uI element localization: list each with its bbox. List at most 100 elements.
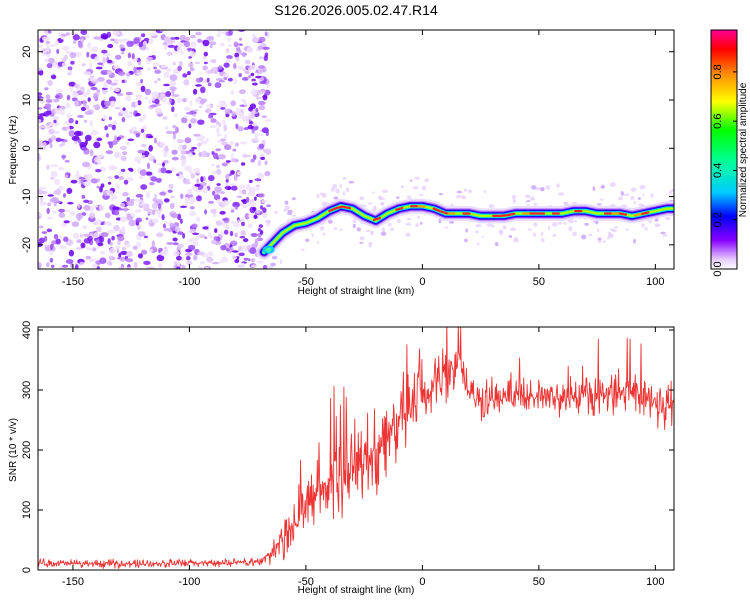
ridge-speckle [414, 176, 420, 180]
colorbar-tick-label: 0.6 [712, 114, 724, 129]
noise-speckle [123, 179, 129, 185]
ridge-speckle [409, 179, 413, 182]
noise-speckle [258, 143, 265, 149]
noise-speckle [64, 160, 70, 163]
ridge-speckle [270, 262, 276, 267]
noise-speckle [264, 160, 268, 166]
noise-speckle [118, 266, 124, 269]
noise-speckle [55, 89, 63, 93]
noise-speckle [246, 184, 251, 187]
ridge-speckle [609, 182, 616, 188]
noise-speckle [81, 63, 86, 67]
noise-speckle [73, 40, 77, 44]
noise-speckle [144, 88, 151, 96]
noise-speckle [253, 136, 259, 141]
noise-speckle [200, 182, 207, 186]
noise-speckle [192, 241, 199, 247]
ridge-speckle [630, 196, 635, 200]
noise-speckle [157, 78, 161, 81]
noise-speckle [221, 200, 230, 206]
noise-speckle [107, 176, 113, 180]
noise-speckle [230, 220, 237, 225]
noise-speckle [264, 170, 271, 177]
noise-speckle [113, 135, 118, 142]
noise-speckle [84, 110, 93, 115]
noise-speckle [152, 202, 158, 210]
noise-speckle [227, 37, 231, 42]
noise-speckle [218, 80, 225, 83]
noise-speckle [201, 150, 208, 158]
noise-speckle [186, 48, 195, 51]
noise-speckle [208, 175, 215, 182]
noise-speckle [250, 111, 255, 119]
noise-speckle [209, 44, 213, 49]
noise-speckle [182, 232, 186, 239]
noise-speckle [126, 213, 131, 218]
ridge-speckle [512, 199, 516, 204]
noise-speckle [182, 73, 188, 78]
noise-speckle [154, 137, 157, 144]
noise-speckle [238, 73, 242, 78]
noise-speckle [210, 164, 215, 167]
spectrogram-x-axis: -150 -100 -50 0 50 100 [62, 30, 665, 288]
noise-speckle [123, 38, 129, 43]
ridge-speckle [342, 176, 347, 180]
noise-speckle [170, 36, 176, 41]
ridge-speckle [608, 233, 614, 239]
noise-speckle [238, 112, 243, 116]
noise-speckle [197, 119, 205, 125]
noise-speckle [38, 113, 47, 117]
noise-speckle [126, 266, 132, 269]
ridge-speckle [311, 233, 314, 238]
noise-speckle [82, 91, 88, 98]
noise-speckle [251, 33, 257, 38]
noise-speckle [176, 97, 182, 104]
noise-speckle [195, 31, 203, 36]
noise-speckle [68, 249, 75, 257]
noise-speckle [71, 135, 80, 141]
ridge-core [618, 212, 628, 216]
noise-speckle [111, 165, 118, 170]
noise-speckle [59, 143, 63, 147]
noise-speckle [223, 62, 230, 68]
noise-speckle [240, 245, 249, 253]
noise-speckle [197, 251, 205, 256]
noise-speckle [44, 244, 52, 248]
ridge-speckle [650, 193, 654, 198]
noise-speckle [95, 219, 102, 225]
noise-speckle [83, 233, 91, 237]
noise-speckle [263, 55, 268, 62]
noise-speckle [139, 169, 147, 177]
noise-speckle [196, 195, 202, 202]
noise-speckle [203, 61, 208, 65]
noise-speckle [239, 188, 243, 195]
noise-speckle [135, 217, 143, 223]
ridge-speckle [533, 232, 536, 237]
noise-speckle [134, 198, 142, 202]
noise-speckle [121, 151, 128, 156]
noise-speckle [249, 103, 257, 110]
noise-speckle [252, 206, 257, 212]
ridge-speckle [552, 233, 557, 237]
noise-speckle [190, 173, 196, 179]
noise-speckle [83, 204, 91, 211]
ridge-speckle [284, 205, 290, 210]
noise-speckle [243, 127, 249, 131]
noise-speckle [133, 37, 140, 44]
noise-speckle [94, 162, 98, 165]
noise-speckle [163, 150, 168, 158]
noise-speckle [220, 231, 225, 236]
noise-speckle [112, 206, 120, 210]
noise-speckle [203, 56, 207, 60]
noise-speckle [66, 125, 70, 131]
noise-speckle [224, 182, 230, 186]
noise-speckle [156, 141, 161, 146]
noise-speckle [162, 116, 168, 120]
ridge-speckle [488, 204, 495, 209]
ridge-speckle [424, 178, 430, 183]
noise-speckle [261, 46, 270, 50]
noise-speckle [153, 91, 160, 96]
ridge-speckle [456, 190, 463, 194]
noise-speckle [64, 174, 69, 178]
noise-speckle [66, 94, 71, 101]
